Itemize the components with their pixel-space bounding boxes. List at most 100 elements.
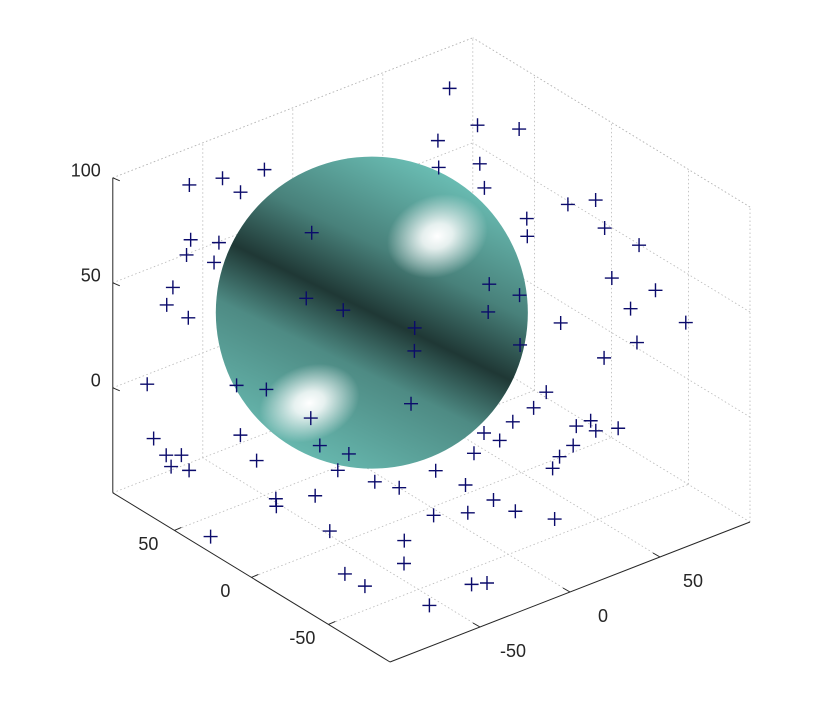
z-tick-label: 50	[81, 266, 101, 286]
y-tick-label: -50	[289, 628, 315, 648]
marker	[477, 180, 492, 195]
marker	[486, 493, 501, 507]
marker	[428, 463, 443, 478]
tick-mark	[112, 282, 120, 287]
marker	[336, 303, 351, 318]
marker	[341, 446, 356, 461]
marker	[367, 474, 382, 489]
marker	[229, 378, 244, 393]
marker	[566, 438, 581, 453]
tick-mark	[328, 620, 336, 625]
marker	[520, 229, 535, 244]
marker	[678, 315, 693, 330]
marker	[215, 171, 230, 186]
marker	[426, 508, 441, 523]
marker	[505, 414, 520, 429]
marker	[588, 423, 603, 438]
marker	[470, 118, 485, 133]
y-tick-label: 50	[138, 534, 158, 554]
marker	[211, 235, 226, 250]
sphere-highlight	[387, 194, 488, 279]
tick-mark	[112, 387, 120, 392]
marker	[519, 211, 534, 226]
marker	[545, 461, 560, 476]
marker	[553, 315, 568, 330]
grid-line	[251, 437, 612, 578]
z-tick-label: 100	[71, 161, 101, 181]
marker	[482, 277, 497, 292]
marker	[492, 433, 507, 448]
tick-mark	[562, 587, 571, 593]
marker	[588, 193, 603, 208]
z-tick-label: 0	[91, 371, 101, 391]
marker	[481, 304, 496, 319]
marker	[629, 335, 644, 350]
grid-line	[112, 37, 473, 179]
marker	[179, 247, 194, 262]
marker	[312, 438, 327, 453]
marker	[337, 566, 352, 581]
marker	[430, 133, 445, 148]
marker	[407, 343, 422, 358]
marker	[392, 480, 407, 495]
marker	[182, 177, 197, 192]
marker	[269, 499, 284, 514]
marker	[480, 576, 494, 590]
marker	[330, 463, 345, 478]
marker	[257, 162, 272, 177]
marker	[431, 160, 446, 175]
marker	[464, 577, 479, 592]
marker	[233, 185, 248, 200]
grid-line	[328, 484, 689, 625]
marker	[623, 301, 638, 316]
marker	[552, 449, 567, 464]
marker	[299, 291, 314, 306]
marker	[146, 431, 161, 446]
tick-mark	[652, 552, 661, 558]
marker	[648, 283, 663, 298]
marker	[165, 280, 180, 295]
marker	[407, 320, 422, 335]
marker	[308, 488, 323, 503]
marker	[547, 512, 562, 527]
marker	[174, 448, 189, 463]
marker	[539, 385, 554, 400]
marker	[182, 463, 197, 478]
marker	[458, 478, 473, 492]
marker	[259, 382, 274, 397]
tick-mark	[112, 177, 120, 182]
marker	[322, 524, 337, 539]
tick-mark	[174, 526, 182, 531]
marker	[632, 238, 647, 253]
x-tick-label: 0	[598, 606, 608, 626]
marker	[597, 350, 612, 365]
marker	[183, 232, 198, 247]
marker	[477, 426, 491, 440]
x-tick-label: 50	[683, 571, 703, 591]
marker	[397, 533, 412, 548]
marker	[140, 377, 155, 392]
marker	[512, 288, 527, 303]
marker	[508, 504, 523, 519]
marker	[397, 556, 411, 571]
marker	[442, 81, 457, 96]
marker	[460, 505, 475, 520]
marker	[472, 156, 487, 171]
marker	[583, 413, 598, 428]
marker	[611, 421, 626, 436]
marker	[159, 448, 174, 463]
sphere-highlight	[259, 363, 360, 443]
marker	[207, 255, 222, 270]
marker	[233, 428, 248, 443]
marker	[203, 529, 218, 544]
tick-mark	[472, 622, 481, 628]
marker	[597, 221, 612, 236]
marker	[159, 297, 174, 312]
y-tick-label: 0	[220, 581, 230, 601]
marker	[304, 225, 319, 240]
x-tick-label: -50	[500, 641, 526, 661]
marker	[303, 411, 318, 426]
marker	[604, 271, 619, 286]
marker	[560, 197, 575, 212]
